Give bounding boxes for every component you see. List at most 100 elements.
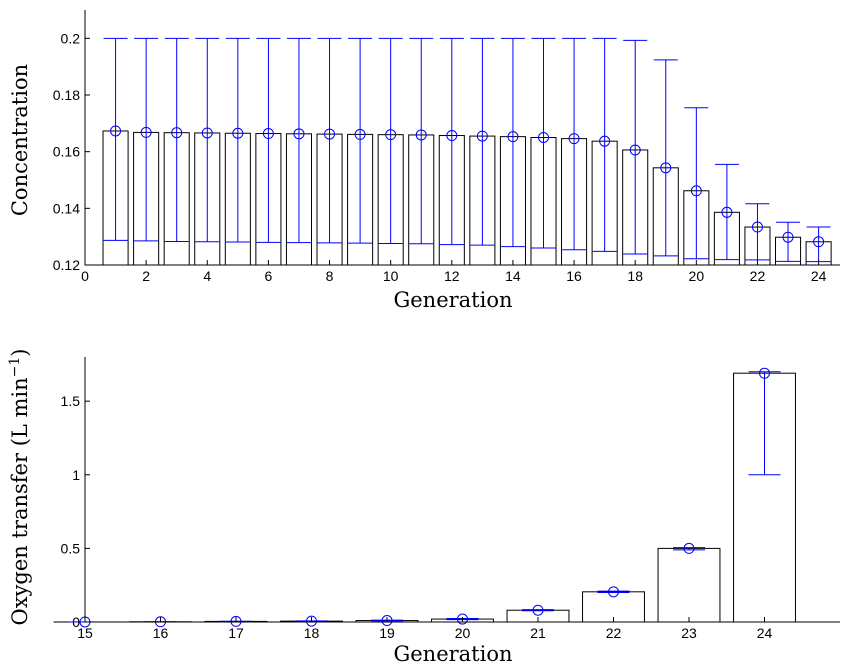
error-bar-generation-12: [439, 37, 464, 246]
error-bar-generation-13: [470, 37, 495, 246]
y-tick-label: 0.12: [53, 257, 80, 273]
x-tick-label: 14: [505, 268, 521, 284]
mean-marker-generation-11: [415, 129, 427, 141]
x-tick-label: 18: [627, 268, 643, 284]
bar-generation-23: [657, 547, 721, 623]
x-tick-label: 19: [379, 625, 395, 641]
error-bar-generation-1: [103, 37, 128, 241]
mean-marker-generation-7: [293, 128, 305, 140]
oxygen-transfer-y-label-sup: −1: [7, 357, 23, 378]
x-tick-label: 22: [606, 625, 622, 641]
mean-marker-generation-9: [354, 128, 366, 140]
mean-marker-generation-18: [306, 615, 317, 627]
mean-marker-generation-20: [457, 613, 468, 625]
x-tick-label: 22: [750, 268, 766, 284]
mean-marker-generation-8: [324, 128, 336, 140]
x-tick-label: 18: [304, 625, 320, 641]
x-tick-label: 23: [681, 625, 697, 641]
x-tick-label: 17: [228, 625, 244, 641]
mean-marker-generation-12: [446, 130, 458, 142]
error-bar-generation-6: [256, 37, 281, 243]
mean-marker-generation-23: [782, 231, 794, 243]
y-tick-label: 0.14: [53, 200, 80, 216]
error-bar-generation-4: [195, 37, 220, 243]
oxygen-transfer-chart: 00.511.515 16 17 18 19 20 21 22 23 24 Generation …: [7, 348, 840, 666]
x-tick-label: 10: [383, 268, 399, 284]
error-bar-generation-8: [317, 37, 342, 244]
mean-marker-generation-5: [232, 127, 244, 139]
concentration-x-axis-label: Generation: [393, 288, 512, 312]
error-bar-generation-2: [134, 37, 159, 242]
error-bar-generation-18: [623, 39, 648, 255]
error-bar-generation-17: [592, 37, 617, 252]
x-tick-label: 16: [566, 268, 582, 284]
error-bar-generation-19: [653, 59, 678, 257]
y-tick-label: 1.5: [61, 393, 81, 409]
error-bar-generation-15: [531, 37, 556, 249]
error-bar-generation-21: [714, 163, 739, 261]
error-bar-generation-3: [164, 37, 189, 242]
y-tick-label: 0.16: [53, 144, 80, 160]
error-bar-generation-7: [286, 37, 311, 244]
x-tick-label: 12: [444, 268, 460, 284]
error-bar-generation-22: [597, 590, 630, 594]
error-bar-generation-11: [409, 37, 434, 245]
y-tick-label: 0.2: [61, 30, 81, 46]
error-bar-generation-14: [500, 37, 525, 248]
mean-marker-generation-16: [568, 133, 580, 145]
concentration-axes: [84, 10, 840, 266]
error-bar-generation-21: [522, 609, 554, 612]
x-tick-label: 8: [326, 268, 334, 284]
y-tick-label: 0: [72, 614, 80, 630]
mean-marker-generation-10: [385, 129, 397, 141]
x-tick-label: 24: [811, 268, 827, 284]
x-tick-label: 4: [203, 268, 211, 284]
mean-marker-generation-13: [476, 130, 488, 142]
mean-marker-generation-17: [599, 135, 611, 147]
mean-marker-generation-17: [230, 615, 242, 627]
oxygen-transfer-x-axis-label: Generation: [393, 642, 512, 666]
x-tick-label: 24: [757, 625, 773, 641]
mean-marker-generation-23: [683, 542, 695, 554]
mean-marker-generation-20: [690, 185, 702, 197]
mean-marker-generation-2: [140, 126, 152, 138]
x-tick-label: 16: [153, 625, 169, 641]
concentration-bars: [102, 130, 832, 266]
concentration-error-bars: [103, 37, 831, 263]
x-tick-label: 20: [689, 268, 705, 284]
error-bar-generation-20: [684, 107, 709, 260]
y-tick-label: 0.18: [53, 87, 80, 103]
error-bar-generation-23: [673, 547, 705, 551]
mean-marker-generation-15: [538, 132, 550, 143]
mean-marker-generation-3: [171, 127, 183, 139]
concentration-tick-labels: 0.120.140.160.180.20 2 4 6 8 10 12 14 16 18 20 22 24: [53, 30, 827, 284]
y-tick-label: 1: [72, 467, 80, 483]
oxygen-transfer-y-label-suffix: ): [8, 348, 32, 356]
mean-marker-generation-14: [507, 131, 519, 143]
oxygen-transfer-y-axis-label: Oxygen transfer (L min−1): [7, 348, 32, 625]
mean-marker-generation-1: [110, 125, 122, 137]
x-tick-label: 0: [81, 268, 89, 284]
error-bar-generation-10: [378, 37, 403, 244]
error-bar-generation-24: [748, 371, 781, 476]
oxygen-transfer-bars: [53, 372, 796, 623]
x-tick-label: 2: [142, 268, 150, 284]
mean-marker-generation-24: [813, 236, 825, 248]
x-tick-label: 21: [530, 625, 546, 641]
x-tick-label: 15: [77, 625, 93, 641]
oxygen-transfer-tick-labels: 0 0.5 1 1.5 15 16 17 18 19 20 21 22 23 24: [61, 393, 773, 641]
axis-lines: [84, 357, 840, 623]
mean-marker-generation-22: [751, 221, 763, 233]
error-bar-generation-5: [225, 37, 250, 243]
oxygen-transfer-axes: [84, 357, 840, 623]
mean-marker-generation-19: [660, 162, 672, 174]
x-tick-label: 6: [265, 268, 273, 284]
mean-marker-generation-24: [759, 367, 770, 379]
mean-marker-generation-18: [629, 144, 641, 156]
mean-marker-generation-4: [201, 127, 213, 139]
mean-marker-generation-22: [608, 586, 619, 598]
mean-marker-generation-21: [532, 604, 544, 616]
mean-marker-generation-19: [381, 615, 393, 627]
concentration-y-axis-label: Concentration: [8, 64, 32, 216]
